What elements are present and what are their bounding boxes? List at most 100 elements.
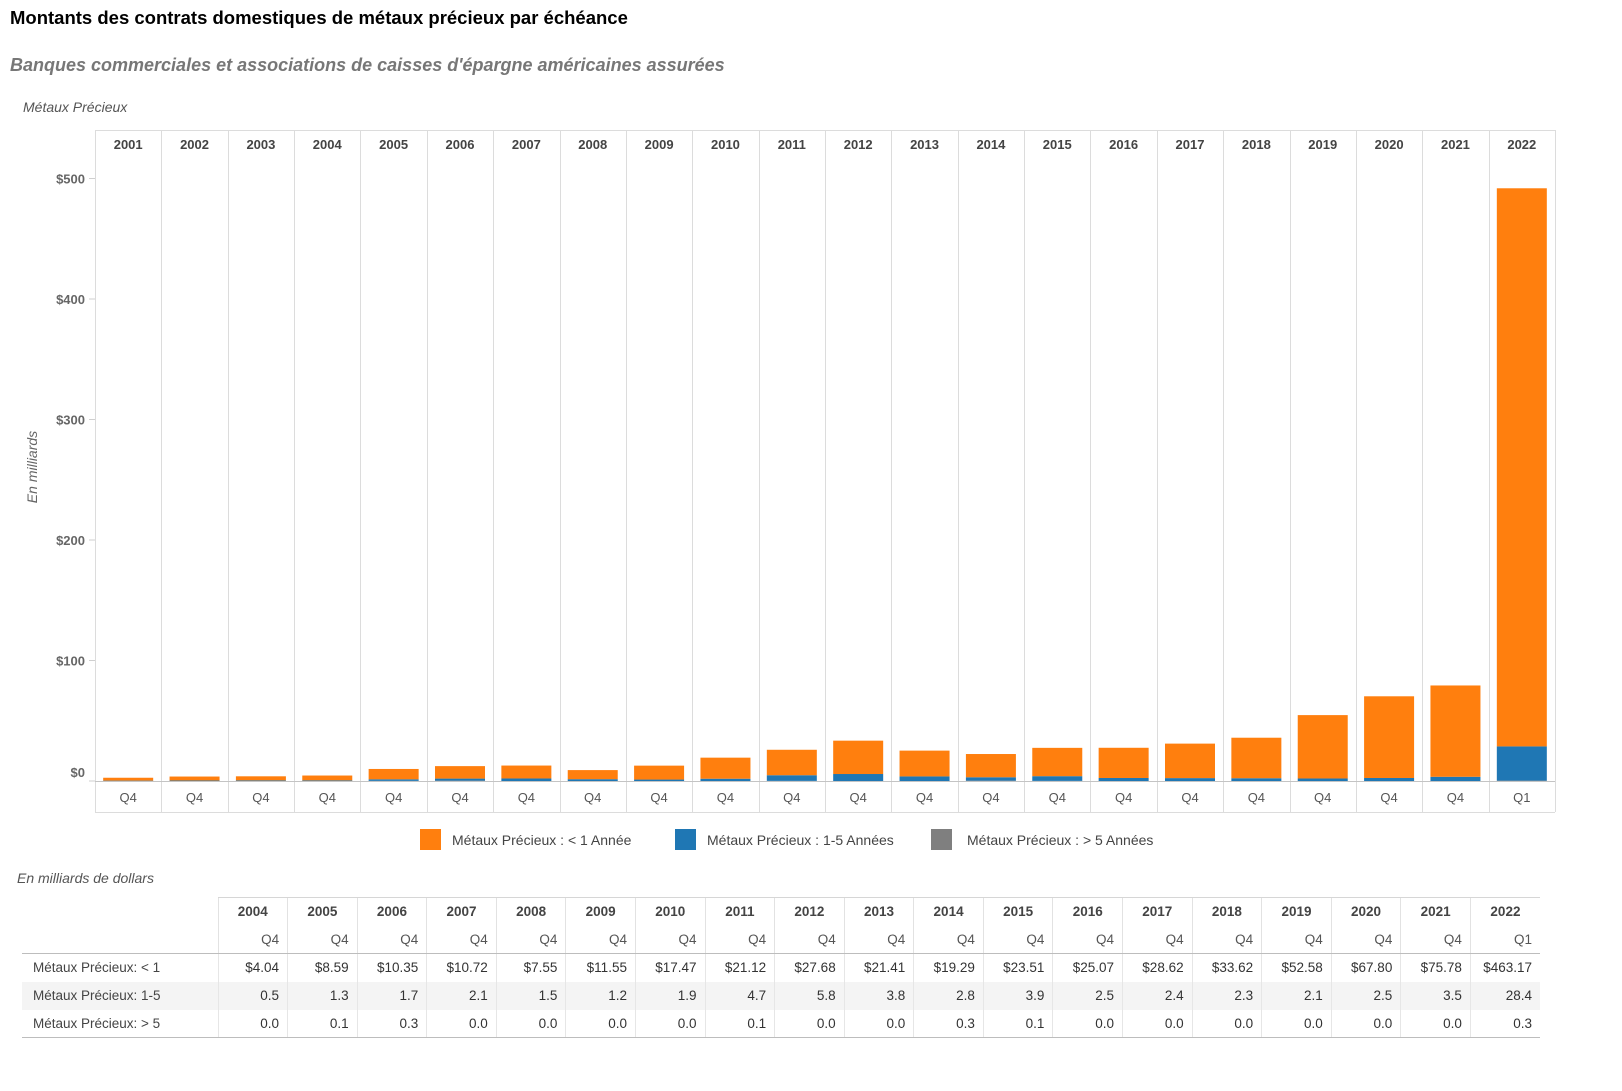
- bar-segment-less-than-1-year[interactable]: [1231, 737, 1282, 779]
- table-cell: $10.35: [356, 953, 427, 982]
- year-header-label: 2001: [114, 137, 143, 152]
- bar-segment-1-5-years[interactable]: [368, 779, 419, 781]
- quarter-axis-label: Q4: [584, 790, 601, 805]
- legend-item-1-5-years[interactable]: Métaux Précieux : 1-5 Années: [675, 829, 894, 850]
- table-caption: En milliards de dollars: [17, 870, 154, 886]
- page-subtitle: Banques commerciales et associations de …: [10, 55, 725, 75]
- table-year-header: 2012: [774, 897, 845, 926]
- quarter-axis-label: Q4: [1181, 790, 1198, 805]
- y-tick-label: $0: [71, 765, 85, 780]
- table-quarter-header: Q4: [287, 925, 358, 954]
- table-year-header: 2019: [1261, 897, 1332, 926]
- bar-segment-less-than-1-year[interactable]: [1430, 685, 1481, 777]
- table-quarter-header: Q4: [565, 925, 636, 954]
- bar-segment-less-than-1-year[interactable]: [169, 776, 220, 781]
- bar-segment-1-5-years[interactable]: [833, 774, 884, 781]
- bar-segment-less-than-1-year[interactable]: [435, 766, 485, 779]
- bar-segment-less-than-1-year[interactable]: [899, 750, 950, 777]
- bar-segment-1-5-years[interactable]: [1231, 778, 1282, 781]
- bar-segment-1-5-years[interactable]: [1098, 777, 1149, 781]
- table-year-header: 2021: [1400, 897, 1471, 926]
- table-year-header: 2017: [1122, 897, 1193, 926]
- year-header-label: 2013: [910, 137, 939, 152]
- year-header-label: 2015: [1043, 137, 1072, 152]
- table-cell: 0.0: [217, 1009, 288, 1038]
- bar-segment-less-than-1-year[interactable]: [1297, 715, 1348, 779]
- bar-segment-1-5-years[interactable]: [1032, 776, 1083, 781]
- table-quarter-header: Q4: [634, 925, 706, 954]
- year-header-label: 2019: [1308, 137, 1337, 152]
- column-gridlines: [95, 130, 1556, 812]
- chart-header: Métaux Précieux: [23, 99, 128, 115]
- bar-segment-1-5-years[interactable]: [700, 778, 751, 781]
- year-header-label: 2006: [446, 137, 475, 152]
- table-cell: 1.9: [634, 981, 706, 1010]
- bar-segment-1-5-years[interactable]: [1496, 746, 1547, 781]
- table-cell: 0.5: [217, 981, 288, 1010]
- table-cell: $11.55: [565, 953, 636, 982]
- table-cell: 2.5: [1052, 981, 1123, 1010]
- bar-segment-1-5-years[interactable]: [501, 778, 552, 781]
- table-row-label: Métaux Précieux: < 1: [33, 960, 161, 976]
- legend-item-more-than-5-years[interactable]: Métaux Précieux : > 5 Années: [931, 829, 1153, 850]
- bar-segment-less-than-1-year[interactable]: [1496, 188, 1547, 747]
- table-cell: 2.4: [1122, 981, 1193, 1010]
- bar-segment-less-than-1-year[interactable]: [1098, 747, 1149, 778]
- table-cell: $33.62: [1191, 953, 1262, 982]
- bar-segment-1-5-years[interactable]: [965, 777, 1016, 781]
- bar-segment-less-than-1-year[interactable]: [1165, 743, 1215, 779]
- table-corner: [22, 925, 218, 954]
- table-cell: $25.07: [1052, 953, 1123, 982]
- bar-segment-less-than-1-year[interactable]: [501, 765, 552, 779]
- bar-segment-less-than-1-year[interactable]: [103, 777, 154, 781]
- bar-segment-1-5-years[interactable]: [567, 779, 618, 781]
- year-header-label: 2016: [1109, 137, 1138, 152]
- table-cell: $19.29: [913, 953, 984, 982]
- year-header-label: 2010: [711, 137, 740, 152]
- quarter-axis-label: Q4: [319, 790, 336, 805]
- table-cell: 1.5: [495, 981, 566, 1010]
- bar-segment-1-5-years[interactable]: [634, 779, 685, 781]
- table-cell: 0.0: [843, 1009, 914, 1038]
- bar-segment-less-than-1-year[interactable]: [1032, 747, 1083, 777]
- bar-segment-1-5-years[interactable]: [899, 776, 950, 781]
- bar-segment-less-than-1-year[interactable]: [302, 775, 353, 781]
- table-quarter-header: Q1: [1469, 925, 1540, 954]
- bar-segment-less-than-1-year[interactable]: [235, 776, 286, 781]
- bar-segment-less-than-1-year[interactable]: [833, 740, 884, 775]
- quarter-axis-label: Q4: [252, 790, 269, 805]
- table-year-header: 2007: [426, 897, 497, 926]
- table-cell: $463.17: [1469, 953, 1540, 982]
- quarter-axis-label: Q4: [385, 790, 402, 805]
- bar-segment-1-5-years[interactable]: [1165, 778, 1215, 781]
- bar-segment-1-5-years[interactable]: [1364, 777, 1415, 781]
- table-row: Métaux Précieux: < 1 $4.04 $8.59 $10.35 $10.…: [22, 953, 1540, 982]
- quarter-axis-label: Q4: [1248, 790, 1265, 805]
- bar-segment-less-than-1-year[interactable]: [567, 770, 618, 780]
- legend-item-less-than-1-year[interactable]: Métaux Précieux : < 1 Année: [420, 829, 631, 850]
- bar-segment-less-than-1-year[interactable]: [1364, 696, 1415, 778]
- bar-segment-1-5-years[interactable]: [1297, 778, 1348, 781]
- table-cell: 3.5: [1400, 981, 1471, 1010]
- bar-segment-1-5-years[interactable]: [766, 775, 817, 781]
- bar-segment-less-than-1-year[interactable]: [368, 768, 419, 780]
- year-header-label: 2021: [1441, 137, 1470, 152]
- table-cell: 28.4: [1469, 981, 1540, 1010]
- table-year-header: 2009: [565, 897, 636, 926]
- bar-segment-1-5-years[interactable]: [1430, 776, 1481, 781]
- bar-segment-less-than-1-year[interactable]: [700, 757, 751, 779]
- table-quarter-header: Q4: [1330, 925, 1401, 954]
- bar-segment-1-5-years[interactable]: [302, 780, 353, 781]
- bar-segment-less-than-1-year[interactable]: [634, 765, 685, 780]
- bar-segment-1-5-years[interactable]: [435, 778, 485, 781]
- bars: [103, 188, 1547, 781]
- table-year-header: 2015: [982, 897, 1053, 926]
- quarter-axis-label: Q4: [783, 790, 800, 805]
- bar-segment-1-5-years[interactable]: [235, 780, 286, 781]
- bar-segment-less-than-1-year[interactable]: [766, 749, 817, 776]
- table-quarter-header: Q4: [913, 925, 984, 954]
- stacked-bar-chart: 2001 Q4 2002 Q4 2003 Q4 2004 Q4 2005 Q4 2006 Q4 2007…: [24, 130, 1556, 813]
- table-cell: 0.0: [1191, 1009, 1262, 1038]
- bar-segment-less-than-1-year[interactable]: [965, 754, 1016, 778]
- year-header-label: 2018: [1242, 137, 1271, 152]
